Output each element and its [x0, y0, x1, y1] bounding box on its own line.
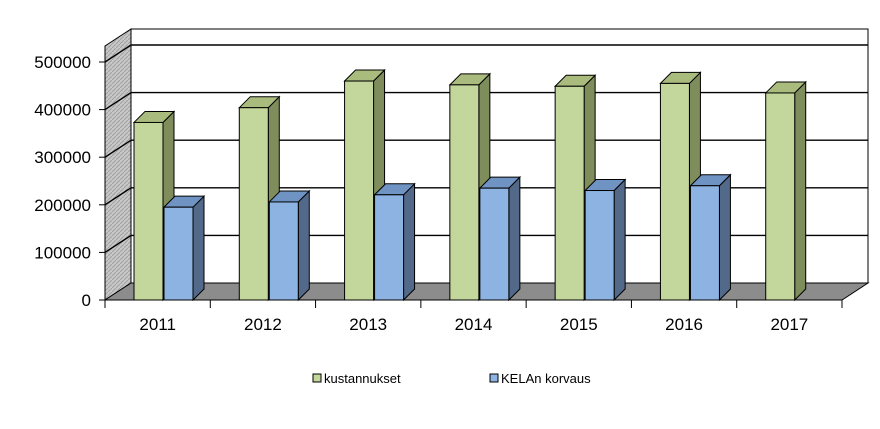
bar-kela-2016-side [718, 173, 731, 302]
bar-kustannukset-2017-front [765, 92, 796, 301]
bar-kela-2014-side [508, 175, 521, 302]
bar-kela-2012 [268, 189, 311, 302]
x-tick-label: 2015 [560, 315, 598, 334]
gridline [104, 44, 868, 63]
bar-kustannukset-2015-front [554, 85, 585, 301]
bar-kela-2011-front [163, 206, 194, 301]
bar-kustannukset-2015 [553, 74, 597, 302]
legend-kustannukset: kustannukset [312, 371, 401, 386]
bar-kela-2014-front [479, 187, 510, 301]
gridline [104, 139, 868, 158]
bar-kela-2011-side [192, 194, 205, 302]
bar-kustannukset-2011-front [133, 121, 164, 301]
gridline [104, 91, 868, 111]
bar-kela-2015 [583, 178, 627, 302]
legend-kela-swatch [489, 373, 499, 383]
bar-kela-2012-side [297, 189, 310, 302]
bar-kela-2015-front [584, 190, 615, 301]
bar-kela-2016 [689, 173, 732, 302]
bar-kela-2014 [478, 175, 522, 302]
bar-kela-2015-side [613, 178, 626, 302]
y-tick-label: 500000 [34, 53, 91, 72]
bar-kela-2011 [162, 194, 206, 302]
x-tick-label: 2012 [244, 315, 282, 334]
y-tick-label: 300000 [34, 148, 91, 167]
y-tick-label: 100000 [34, 243, 91, 262]
bar-kustannukset-2013-front [344, 80, 375, 301]
x-tick-label: 2013 [349, 315, 387, 334]
legend-kustannukset-label: kustannukset [324, 371, 401, 386]
legend-kustannukset-swatch [312, 373, 322, 383]
bar-kustannukset-2012-front [238, 107, 269, 301]
bar-kela-2016-front [689, 185, 720, 301]
legend-kela-label: KELAn korvaus [501, 371, 591, 386]
side-wall [104, 28, 132, 301]
y-tick-label: 0 [82, 291, 91, 310]
x-tick-label: 2017 [770, 315, 808, 334]
bar-kela-2013-side [403, 182, 416, 302]
bar-kustannukset-2014-front [449, 84, 480, 301]
bar-kustannukset-2017-side [794, 80, 807, 302]
bar-kela-2013-front [374, 194, 405, 301]
bar-kustannukset-2017 [764, 80, 807, 302]
x-tick-label: 2014 [455, 315, 493, 334]
x-tick-label: 2011 [139, 315, 176, 334]
y-tick-label: 200000 [34, 196, 91, 215]
bar-kustannukset-2016-front [659, 82, 690, 301]
bar-kela-2012-front [268, 201, 299, 301]
y-tick-label: 400000 [34, 101, 91, 120]
legend-kela: KELAn korvaus [489, 371, 591, 386]
bar-kela-2013 [373, 182, 416, 302]
x-tick-label: 2016 [665, 315, 703, 334]
